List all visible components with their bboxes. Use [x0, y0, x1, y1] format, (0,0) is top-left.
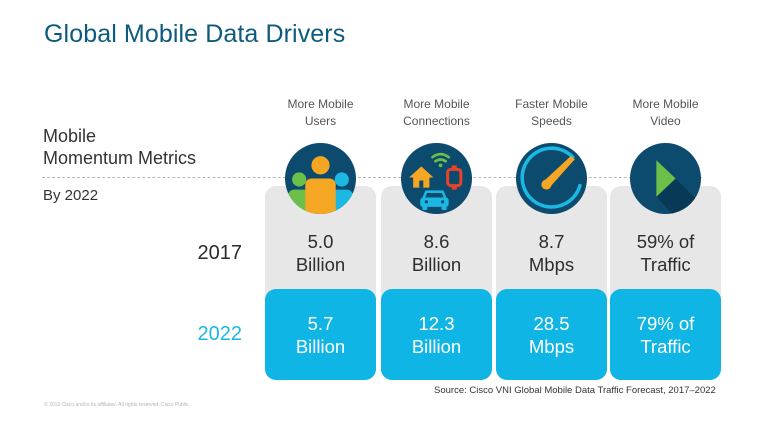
metric-heading: More Mobile Users [265, 96, 376, 129]
users-icon [285, 143, 356, 214]
metric-heading: Faster Mobile Speeds [496, 96, 607, 129]
copyright-footer: © 2019 Cisco and/or its affiliates. All … [44, 402, 189, 408]
section-title-line1: Mobile [43, 126, 97, 146]
value-2022-number: 12.3 [418, 313, 455, 334]
metric-heading: More Mobile Connections [381, 96, 492, 129]
value-2017-number: 59% of [636, 231, 695, 252]
value-2022-number: 79% of [636, 313, 695, 334]
value-2022-unit: Traffic [640, 336, 691, 357]
value-2022: 5.7 Billion [265, 312, 376, 358]
value-2017-unit: Billion [411, 254, 462, 275]
card-2022 [496, 289, 607, 380]
value-2017: 5.0 Billion [265, 230, 376, 276]
metric-column-connections: More Mobile Connections 8.6 Billion 12.3… [381, 96, 492, 380]
metric-heading-line2: Speeds [531, 113, 572, 128]
metric-heading-line1: More Mobile [287, 97, 354, 111]
value-2022: 12.3 Billion [381, 312, 492, 358]
connected-devices-icon [401, 143, 472, 214]
section-title-line2: Momentum Metrics [43, 148, 197, 168]
metric-column-video: More Mobile Video 59% of Traffic 79% of … [610, 96, 721, 380]
play-icon [630, 143, 701, 214]
value-2022-unit: Billion [295, 336, 346, 357]
value-2017: 8.7 Mbps [496, 230, 607, 276]
metric-heading-line2: Users [304, 113, 337, 128]
value-2022-number: 5.7 [307, 313, 334, 334]
metric-heading: More Mobile Video [610, 96, 721, 129]
value-2022-unit: Mbps [528, 336, 575, 357]
metric-heading-line1: More Mobile [632, 97, 699, 111]
value-2017-unit: Billion [295, 254, 346, 275]
speedometer-icon [516, 143, 587, 214]
value-2017-unit: Mbps [528, 254, 575, 275]
value-2017-number: 8.7 [538, 231, 565, 252]
dashed-divider [42, 177, 702, 178]
value-2017-number: 8.6 [423, 231, 450, 252]
source-note: Source: Cisco VNI Global Mobile Data Tra… [434, 385, 716, 396]
metric-heading-line1: Faster Mobile [515, 97, 588, 111]
value-2017: 8.6 Billion [381, 230, 492, 276]
card-2022 [610, 289, 721, 380]
card-2022 [265, 289, 376, 380]
card-2022 [381, 289, 492, 380]
value-2022: 79% of Traffic [610, 312, 721, 358]
metric-column-speeds: Faster Mobile Speeds 8.7 Mbps 28.5 Mbps [496, 96, 607, 380]
value-2022-unit: Billion [411, 336, 462, 357]
row-label-2022: 2022 [197, 323, 243, 345]
metric-heading-line2: Video [650, 113, 681, 128]
section-title: Mobile Momentum Metrics [43, 125, 196, 169]
value-2022: 28.5 Mbps [496, 312, 607, 358]
value-2017: 59% of Traffic [610, 230, 721, 276]
metric-column-users: More Mobile Users 5.0 Billion 5.7 Billio… [265, 96, 376, 380]
value-2022-number: 28.5 [533, 313, 570, 334]
row-label-2017: 2017 [197, 242, 243, 264]
value-2017-number: 5.0 [307, 231, 334, 252]
metric-heading-line2: Connections [403, 113, 470, 128]
section-subtitle: By 2022 [43, 187, 99, 204]
page-title: Global Mobile Data Drivers [44, 20, 346, 48]
value-2017-unit: Traffic [640, 254, 691, 275]
metric-heading-line1: More Mobile [403, 97, 470, 111]
